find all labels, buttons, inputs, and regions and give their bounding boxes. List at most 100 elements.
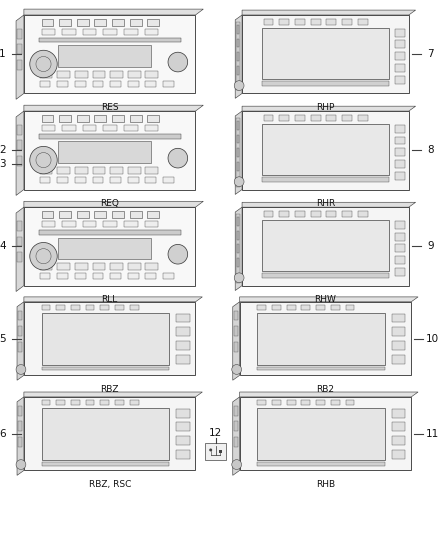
- Bar: [112, 115, 124, 122]
- Bar: [148, 19, 159, 26]
- Bar: [342, 19, 352, 25]
- Bar: [124, 221, 138, 227]
- Polygon shape: [242, 10, 416, 15]
- Bar: [287, 305, 296, 310]
- Bar: [115, 400, 124, 405]
- Bar: [257, 305, 266, 310]
- Bar: [110, 263, 123, 270]
- Bar: [86, 400, 95, 405]
- Bar: [279, 115, 289, 121]
- Bar: [358, 115, 367, 121]
- Bar: [58, 238, 152, 259]
- Bar: [237, 52, 239, 61]
- Bar: [395, 172, 405, 180]
- Polygon shape: [242, 203, 416, 207]
- Bar: [39, 71, 52, 78]
- Bar: [112, 211, 124, 218]
- Bar: [103, 221, 117, 227]
- Bar: [17, 252, 22, 262]
- Text: RBZ: RBZ: [100, 385, 119, 394]
- Bar: [17, 60, 22, 70]
- Bar: [272, 400, 281, 405]
- Text: 3: 3: [0, 159, 6, 169]
- Bar: [130, 400, 138, 405]
- Bar: [295, 19, 305, 25]
- Bar: [42, 400, 50, 405]
- Bar: [42, 125, 55, 131]
- Bar: [392, 341, 405, 350]
- Bar: [42, 312, 169, 365]
- Polygon shape: [235, 15, 242, 98]
- Bar: [42, 462, 169, 465]
- Bar: [62, 29, 76, 35]
- Circle shape: [16, 459, 26, 470]
- Text: RBZ, RSC: RBZ, RSC: [88, 480, 131, 489]
- Bar: [58, 141, 152, 163]
- Bar: [18, 326, 22, 336]
- Bar: [287, 400, 296, 405]
- Text: 5: 5: [0, 334, 6, 344]
- Bar: [112, 19, 124, 26]
- Circle shape: [234, 273, 244, 282]
- Polygon shape: [17, 302, 24, 380]
- Bar: [62, 125, 76, 131]
- Bar: [264, 115, 273, 121]
- Bar: [237, 217, 239, 226]
- Circle shape: [30, 243, 57, 270]
- Bar: [92, 80, 103, 86]
- Bar: [42, 19, 53, 26]
- Bar: [77, 115, 88, 122]
- Bar: [39, 167, 52, 174]
- Bar: [58, 45, 152, 67]
- Bar: [395, 52, 405, 60]
- Polygon shape: [17, 397, 24, 475]
- Bar: [311, 115, 321, 121]
- Bar: [17, 125, 22, 135]
- Bar: [95, 19, 106, 26]
- Text: REQ: REQ: [100, 199, 119, 208]
- Bar: [92, 263, 105, 270]
- Polygon shape: [16, 111, 24, 196]
- Bar: [261, 273, 389, 278]
- Bar: [17, 29, 22, 38]
- Polygon shape: [24, 105, 203, 111]
- Bar: [57, 80, 68, 86]
- Bar: [257, 400, 266, 405]
- Bar: [234, 342, 238, 352]
- Circle shape: [234, 177, 244, 187]
- Bar: [17, 44, 22, 54]
- Bar: [261, 124, 389, 175]
- Bar: [128, 80, 138, 86]
- Bar: [18, 311, 22, 320]
- Bar: [242, 207, 409, 286]
- Text: 6: 6: [0, 429, 6, 439]
- Text: RB2: RB2: [316, 385, 335, 394]
- Bar: [311, 211, 321, 217]
- Bar: [128, 71, 141, 78]
- Text: RLL: RLL: [102, 295, 118, 304]
- Bar: [124, 125, 138, 131]
- Text: 10: 10: [426, 334, 438, 344]
- Bar: [75, 263, 88, 270]
- Bar: [301, 400, 310, 405]
- Bar: [75, 80, 86, 86]
- Bar: [77, 19, 88, 26]
- Bar: [95, 211, 106, 218]
- Bar: [237, 245, 239, 253]
- Bar: [395, 233, 405, 240]
- Bar: [18, 406, 22, 416]
- Bar: [124, 29, 138, 35]
- Bar: [237, 121, 239, 130]
- Bar: [42, 221, 55, 227]
- Bar: [42, 305, 50, 310]
- Bar: [326, 115, 336, 121]
- Bar: [39, 134, 181, 139]
- Bar: [392, 409, 405, 417]
- Bar: [176, 450, 190, 459]
- Bar: [342, 115, 352, 121]
- Bar: [130, 211, 141, 218]
- Bar: [57, 71, 70, 78]
- Bar: [130, 19, 141, 26]
- Bar: [264, 211, 273, 217]
- Bar: [358, 211, 367, 217]
